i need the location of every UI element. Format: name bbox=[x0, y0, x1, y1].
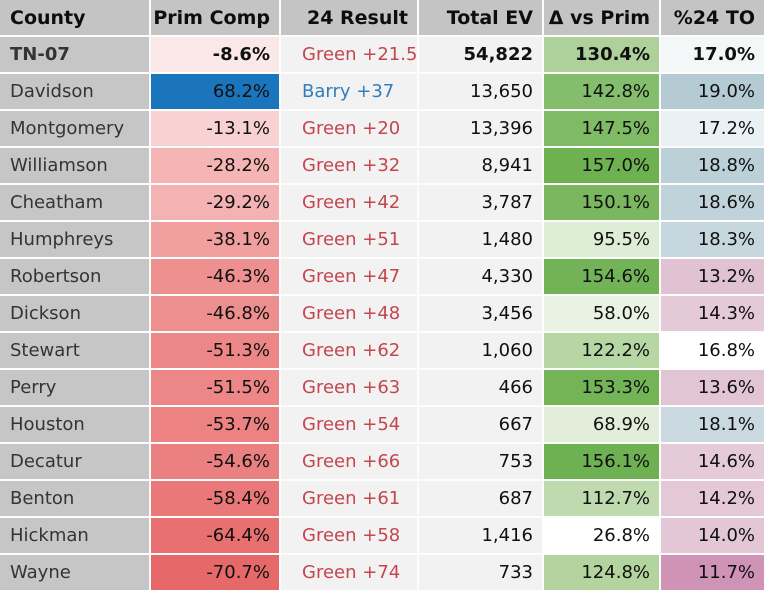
header-turnout[interactable]: %24 TO bbox=[661, 0, 764, 35]
total-ev-cell[interactable]: 1,060 bbox=[419, 333, 542, 368]
county-cell[interactable]: Perry bbox=[0, 370, 149, 405]
result-cell[interactable]: Green +66 bbox=[281, 444, 417, 479]
result-cell[interactable]: Green +47 bbox=[281, 259, 417, 294]
turnout-cell[interactable]: 11.7% bbox=[661, 555, 764, 590]
turnout-cell[interactable]: 18.3% bbox=[661, 222, 764, 257]
turnout-cell[interactable]: 18.6% bbox=[661, 185, 764, 220]
header-county[interactable]: County bbox=[0, 0, 149, 35]
delta-cell[interactable]: 150.1% bbox=[544, 185, 659, 220]
total-ev-cell[interactable]: 3,787 bbox=[419, 185, 542, 220]
delta-cell[interactable]: 130.4% bbox=[544, 37, 659, 72]
prim-comp-cell[interactable]: -13.1% bbox=[151, 111, 279, 146]
result-cell[interactable]: Green +42 bbox=[281, 185, 417, 220]
header-delta-vs-prim[interactable]: Δ vs Prim bbox=[544, 0, 659, 35]
delta-cell[interactable]: 147.5% bbox=[544, 111, 659, 146]
result-cell[interactable]: Green +20 bbox=[281, 111, 417, 146]
county-cell[interactable]: Cheatham bbox=[0, 185, 149, 220]
result-cell[interactable]: Barry +37 bbox=[281, 74, 417, 109]
prim-comp-cell[interactable]: -70.7% bbox=[151, 555, 279, 590]
turnout-cell[interactable]: 16.8% bbox=[661, 333, 764, 368]
county-cell[interactable]: Williamson bbox=[0, 148, 149, 183]
result-cell[interactable]: Green +63 bbox=[281, 370, 417, 405]
county-cell[interactable]: Hickman bbox=[0, 518, 149, 553]
prim-comp-cell[interactable]: -46.3% bbox=[151, 259, 279, 294]
delta-cell[interactable]: 156.1% bbox=[544, 444, 659, 479]
total-ev-cell[interactable]: 8,941 bbox=[419, 148, 542, 183]
county-cell[interactable]: Humphreys bbox=[0, 222, 149, 257]
county-cell[interactable]: Davidson bbox=[0, 74, 149, 109]
county-cell[interactable]: Montgomery bbox=[0, 111, 149, 146]
prim-comp-cell[interactable]: -28.2% bbox=[151, 148, 279, 183]
turnout-cell[interactable]: 18.1% bbox=[661, 407, 764, 442]
delta-cell[interactable]: 154.6% bbox=[544, 259, 659, 294]
county-cell[interactable]: Wayne bbox=[0, 555, 149, 590]
total-ev-cell[interactable]: 466 bbox=[419, 370, 542, 405]
county-cell[interactable]: Decatur bbox=[0, 444, 149, 479]
result-cell[interactable]: Green +58 bbox=[281, 518, 417, 553]
total-ev-cell[interactable]: 4,330 bbox=[419, 259, 542, 294]
header-total-ev[interactable]: Total EV bbox=[419, 0, 542, 35]
header-24-result[interactable]: 24 Result bbox=[281, 0, 417, 35]
delta-cell[interactable]: 58.0% bbox=[544, 296, 659, 331]
county-cell[interactable]: Houston bbox=[0, 407, 149, 442]
total-ev-cell[interactable]: 1,416 bbox=[419, 518, 542, 553]
delta-cell[interactable]: 122.2% bbox=[544, 333, 659, 368]
result-cell[interactable]: Green +32 bbox=[281, 148, 417, 183]
prim-comp-cell[interactable]: -46.8% bbox=[151, 296, 279, 331]
prim-comp-cell[interactable]: -54.6% bbox=[151, 444, 279, 479]
turnout-cell[interactable]: 18.8% bbox=[661, 148, 764, 183]
prim-comp-cell[interactable]: -29.2% bbox=[151, 185, 279, 220]
total-ev-cell[interactable]: 667 bbox=[419, 407, 542, 442]
total-ev-cell[interactable]: 13,650 bbox=[419, 74, 542, 109]
result-cell[interactable]: Green +48 bbox=[281, 296, 417, 331]
turnout-cell[interactable]: 17.2% bbox=[661, 111, 764, 146]
result-cell[interactable]: Green +51 bbox=[281, 222, 417, 257]
delta-cell[interactable]: 95.5% bbox=[544, 222, 659, 257]
delta-cell[interactable]: 157.0% bbox=[544, 148, 659, 183]
prim-comp-cell[interactable]: -8.6% bbox=[151, 37, 279, 72]
county-cell[interactable]: Robertson bbox=[0, 259, 149, 294]
turnout-cell[interactable]: 14.3% bbox=[661, 296, 764, 331]
prim-comp-cell[interactable]: 68.2% bbox=[151, 74, 279, 109]
total-ev-cell[interactable]: 1,480 bbox=[419, 222, 542, 257]
header-prim-comp[interactable]: Prim Comp bbox=[151, 0, 279, 35]
prim-comp-cell[interactable]: -51.5% bbox=[151, 370, 279, 405]
county-cell[interactable]: Dickson bbox=[0, 296, 149, 331]
total-ev-cell[interactable]: 13,396 bbox=[419, 111, 542, 146]
delta-cell[interactable]: 112.7% bbox=[544, 481, 659, 516]
turnout-cell[interactable]: 13.6% bbox=[661, 370, 764, 405]
prim-comp-cell[interactable]: -58.4% bbox=[151, 481, 279, 516]
turnout-cell[interactable]: 13.2% bbox=[661, 259, 764, 294]
total-ev-cell[interactable]: 687 bbox=[419, 481, 542, 516]
result-cell[interactable]: Green +61 bbox=[281, 481, 417, 516]
result-cell[interactable]: Green +74 bbox=[281, 555, 417, 590]
county-cell[interactable]: Benton bbox=[0, 481, 149, 516]
turnout-cell[interactable]: 19.0% bbox=[661, 74, 764, 109]
total-ev-cell[interactable]: 733 bbox=[419, 555, 542, 590]
result-cell[interactable]: Green +62 bbox=[281, 333, 417, 368]
delta-cell[interactable]: 124.8% bbox=[544, 555, 659, 590]
total-ev-cell[interactable]: 3,456 bbox=[419, 296, 542, 331]
delta-cell[interactable]: 142.8% bbox=[544, 74, 659, 109]
turnout-cell[interactable]: 14.0% bbox=[661, 518, 764, 553]
prim-comp-cell[interactable]: -38.1% bbox=[151, 222, 279, 257]
county-cell[interactable]: Stewart bbox=[0, 333, 149, 368]
turnout-cell[interactable]: 17.0% bbox=[661, 37, 764, 72]
delta-cell[interactable]: 26.8% bbox=[544, 518, 659, 553]
prim-comp-cell[interactable]: -64.4% bbox=[151, 518, 279, 553]
delta-cell[interactable]: 68.9% bbox=[544, 407, 659, 442]
delta-cell[interactable]: 153.3% bbox=[544, 370, 659, 405]
county-cell[interactable]: TN-07 bbox=[0, 37, 149, 72]
total-ev-cell[interactable]: 753 bbox=[419, 444, 542, 479]
turnout-cell[interactable]: 14.2% bbox=[661, 481, 764, 516]
result-cell[interactable]: Green +54 bbox=[281, 407, 417, 442]
prim-comp-cell[interactable]: -51.3% bbox=[151, 333, 279, 368]
prim-comp-cell[interactable]: -53.7% bbox=[151, 407, 279, 442]
turnout-cell[interactable]: 14.6% bbox=[661, 444, 764, 479]
result-cell[interactable]: Green +21.5 bbox=[281, 37, 417, 72]
total-ev-cell[interactable]: 54,822 bbox=[419, 37, 542, 72]
